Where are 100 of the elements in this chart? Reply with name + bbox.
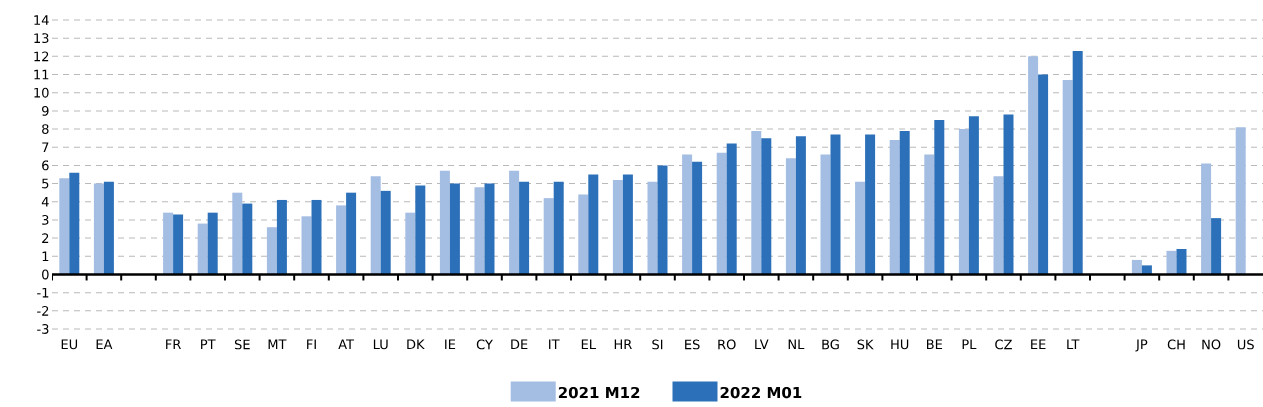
x-tick-label: IE [445,339,456,350]
x-tick-label: PL [962,339,977,350]
legend-label: 2021 M12 [558,386,640,399]
bar [1166,250,1177,275]
bar [173,214,184,275]
bar [795,136,806,275]
y-tick-label: 11 [34,69,49,80]
x-tick-label: JP [1135,339,1148,352]
bar [830,134,841,275]
x-tick-label: CY [476,339,493,350]
y-tick-label: 9 [42,105,49,116]
bar [449,183,460,275]
bar [578,194,589,275]
bar [380,190,391,275]
x-tick-label: LU [373,339,388,350]
y-tick-label: 13 [34,33,49,44]
x-tick-label: NO [1202,339,1221,350]
bar [69,172,80,275]
x-tick-label: CH [1167,339,1185,350]
bar [509,170,520,275]
bar [484,183,495,275]
x-tick-label: SE [234,339,250,350]
bar [968,116,979,275]
x-tick-label: HR [614,339,632,350]
bar [1131,259,1142,275]
bar [1028,56,1039,275]
x-tick-label: CZ [995,339,1012,350]
bar [820,154,831,275]
y-tick-label: 6 [42,160,49,171]
bar [1003,114,1014,275]
bar [242,203,253,275]
bar [622,174,633,275]
y-tick-label: 1 [42,251,49,262]
bar [924,154,935,275]
x-tick-label: DE [511,339,528,350]
bar [751,130,762,275]
bar [336,205,347,275]
x-tick-label: NL [788,339,805,350]
bar [1211,218,1222,275]
x-tick-label: SI [652,339,663,350]
x-tick-label: PT [201,339,216,350]
x-tick-label: LV [755,339,769,350]
y-tick-label: 2 [42,233,49,243]
bar [899,130,910,275]
bar [865,134,876,275]
bar [370,176,381,275]
bar [163,212,174,275]
bar [415,185,426,275]
x-tick-label: DK [407,339,425,350]
y-tick-label: 8 [42,124,49,134]
bar [785,158,796,275]
bar [301,216,312,275]
bar [346,192,357,275]
bar [682,154,693,275]
bar [612,179,623,275]
x-tick-label: BE [927,339,943,350]
bar [93,183,104,275]
bar [993,176,1004,275]
bar [889,139,900,275]
y-tick-label: 10 [34,87,49,98]
x-tick-label: IT [549,339,560,350]
bar [405,212,416,275]
x-tick-label: EL [581,339,596,350]
x-tick-label: MT [268,339,287,350]
bar [197,223,208,275]
bar [1176,249,1187,275]
x-tick-label: SK [857,339,874,350]
y-tick-label: 0 [42,269,49,280]
y-tick-label: 5 [42,178,49,189]
y-tick-label: 14 [34,15,49,25]
x-tick-label: ES [685,339,700,350]
bar [716,152,727,275]
bar [519,181,530,275]
bar [1072,50,1083,275]
y-tick-label: 4 [41,197,49,207]
x-tick-label: FI [307,339,316,350]
bar [588,174,599,275]
bar [207,212,218,275]
bar [1038,74,1049,275]
x-tick-label: LT [1067,339,1080,350]
x-tick-label: RO [718,339,736,350]
y-tick-label: 7 [42,142,49,152]
bar [692,161,703,275]
y-tick-label: -3 [37,324,49,334]
x-tick-label: AT [338,339,355,350]
y-tick-label: -1 [37,287,49,298]
x-tick-label: BG [822,339,839,350]
x-tick-label: EA [96,339,113,350]
x-tick-label: HU [891,339,909,350]
bar [726,143,737,275]
y-tick-label: 12 [34,51,49,62]
bar [1201,163,1212,275]
x-tick-label: US [1237,339,1254,350]
y-tick-label: -2 [37,306,49,316]
bar [1235,127,1246,275]
bar [232,192,243,275]
bar [543,198,554,275]
bar [103,181,114,275]
bar [1062,79,1073,275]
y-tick-label: 3 [42,215,49,225]
